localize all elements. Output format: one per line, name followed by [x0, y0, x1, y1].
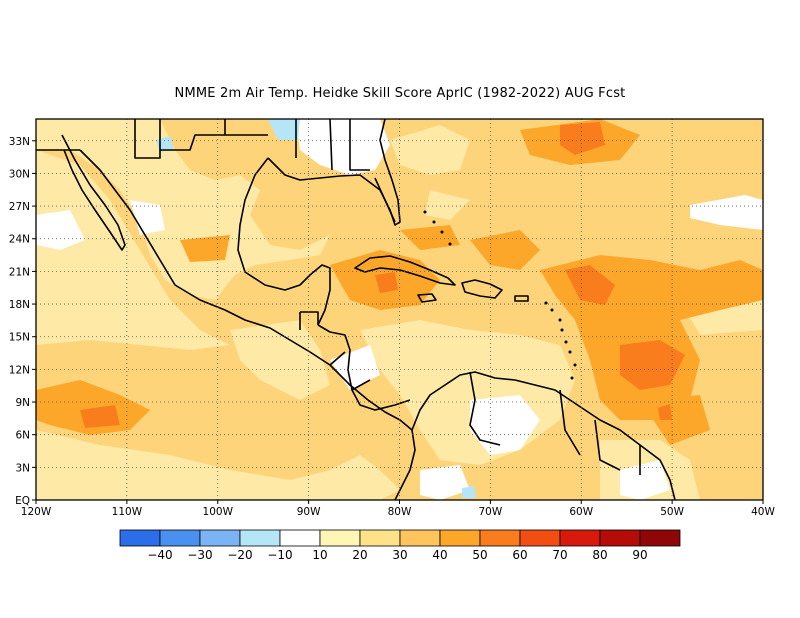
colorbar-swatch	[519, 529, 561, 547]
colorbar-label: 10	[312, 548, 327, 562]
colorbar-swatch	[399, 529, 441, 547]
lon-tick-label: 40W	[751, 506, 775, 518]
colorbar-swatch	[319, 529, 361, 547]
axis-ticks	[32, 140, 764, 504]
lat-tick-label: 3N	[15, 462, 30, 474]
colorbar-swatch	[359, 529, 401, 547]
colorbar-label: 90	[632, 548, 647, 562]
lon-tick-label: 100W	[203, 506, 234, 518]
skill-field-near-zero	[36, 119, 763, 500]
colorbar-label: 30	[392, 548, 407, 562]
lat-tick-label: 33N	[9, 136, 30, 148]
lat-tick-label: 6N	[15, 430, 30, 442]
map-plot-area	[36, 119, 763, 500]
colorbar-label: 60	[512, 548, 527, 562]
skill-field-low-regions	[36, 119, 763, 500]
lat-tick-label: 9N	[15, 397, 30, 409]
colorbar-labels: −40 −30 −20 −10 10 20 30 40 50 60 70 80 90	[147, 548, 647, 562]
colorbar-swatch	[239, 529, 281, 547]
colorbar-label: 20	[352, 548, 367, 562]
lon-tick-label: 60W	[569, 506, 593, 518]
colorbar-label: −30	[187, 548, 212, 562]
coastlines	[36, 119, 676, 500]
lat-tick-label: 24N	[9, 234, 30, 246]
colorbar-swatch	[439, 529, 481, 547]
lon-tick-label: 70W	[479, 506, 503, 518]
lon-tick-label: 50W	[660, 506, 684, 518]
lon-tick-label: 80W	[388, 506, 412, 518]
lat-tick-label: 18N	[9, 299, 30, 311]
colorbar-label: −20	[227, 548, 252, 562]
colorbar-label: 80	[592, 548, 607, 562]
lon-tick-label: 120W	[21, 506, 52, 518]
lon-tick-label: 90W	[297, 506, 321, 518]
lat-tick-label: 30N	[9, 168, 30, 180]
map-title: NMME 2m Air Temp. Heidke Skill Score Apr…	[174, 86, 626, 101]
colorbar-swatch	[119, 529, 161, 547]
longitude-labels: 120W 110W 100W 90W 80W 70W 60W 50W 40W	[21, 506, 776, 518]
colorbar-label: −40	[147, 548, 172, 562]
colorbar-label: 50	[472, 548, 487, 562]
colorbar-swatch	[279, 529, 321, 547]
colorbar-swatch	[199, 529, 241, 547]
colorbar	[119, 529, 681, 547]
colorbar-swatch	[559, 529, 601, 547]
lat-tick-label: 15N	[9, 332, 30, 344]
lat-tick-label: 27N	[9, 201, 30, 213]
colorbar-label: 40	[432, 548, 447, 562]
lat-tick-label: 21N	[9, 266, 30, 278]
lesser-antilles-islands	[423, 210, 577, 380]
colorbar-swatch	[639, 529, 681, 547]
colorbar-label: 70	[552, 548, 567, 562]
colorbar-swatch	[159, 529, 201, 547]
lat-tick-label: 12N	[9, 364, 30, 376]
skill-field-high	[80, 122, 685, 428]
colorbar-swatch	[599, 529, 641, 547]
lon-tick-label: 110W	[112, 506, 143, 518]
colorbar-swatch	[479, 529, 521, 547]
colorbar-label: −10	[267, 548, 292, 562]
lat-tick-label: EQ	[15, 495, 30, 507]
latitude-labels: EQ 3N 6N 9N 12N 15N 18N 21N 24N 27N 30N 33N	[9, 136, 30, 507]
